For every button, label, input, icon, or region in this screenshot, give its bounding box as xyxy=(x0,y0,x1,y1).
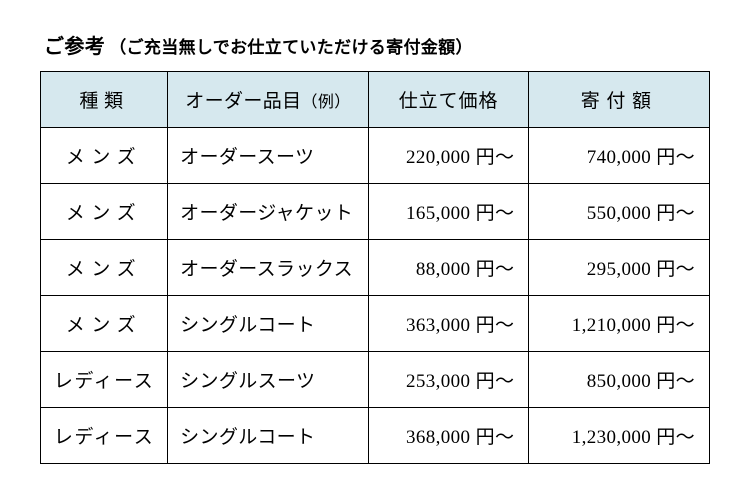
cell-category: メンズ xyxy=(41,184,168,240)
title-wrapper: ご参考 （ご充当無しでお仕立ていただける寄付金額） xyxy=(44,30,710,59)
cell-item: シングルコート xyxy=(168,296,369,352)
table-header-row: 種類 オーダー品目（例） 仕立て価格 寄付額 xyxy=(41,72,710,128)
cell-category: レディース xyxy=(41,408,168,464)
cell-item: オーダースーツ xyxy=(168,128,369,184)
title-sub: （ご充当無しでお仕立ていただける寄付金額） xyxy=(109,38,473,57)
cell-donation: 1,210,000 円～ xyxy=(529,296,710,352)
cell-category: メンズ xyxy=(41,240,168,296)
cell-price: 368,000 円～ xyxy=(368,408,529,464)
cell-donation: 850,000 円～ xyxy=(529,352,710,408)
table-row: メンズオーダージャケット165,000 円～550,000 円～ xyxy=(41,184,710,240)
cell-price: 88,000 円～ xyxy=(368,240,529,296)
table-row: メンズオーダースラックス88,000 円～295,000 円～ xyxy=(41,240,710,296)
cell-price: 253,000 円～ xyxy=(368,352,529,408)
header-item-sub: （例） xyxy=(302,94,351,111)
table-row: レディースシングルコート368,000 円～1,230,000 円～ xyxy=(41,408,710,464)
pricing-table: 種類 オーダー品目（例） 仕立て価格 寄付額 メンズオーダースーツ220,000… xyxy=(40,71,710,464)
title-main: ご参考 xyxy=(44,36,105,58)
cell-category: メンズ xyxy=(41,128,168,184)
table-row: レディースシングルスーツ253,000 円～850,000 円～ xyxy=(41,352,710,408)
header-item: オーダー品目（例） xyxy=(168,72,369,128)
cell-item: シングルスーツ xyxy=(168,352,369,408)
cell-price: 220,000 円～ xyxy=(368,128,529,184)
cell-category: レディース xyxy=(41,352,168,408)
cell-item: オーダージャケット xyxy=(168,184,369,240)
cell-item: オーダースラックス xyxy=(168,240,369,296)
header-price: 仕立て価格 xyxy=(368,72,529,128)
cell-price: 165,000 円～ xyxy=(368,184,529,240)
table-row: メンズオーダースーツ220,000 円～740,000 円～ xyxy=(41,128,710,184)
cell-category: メンズ xyxy=(41,296,168,352)
header-category: 種類 xyxy=(41,72,168,128)
header-item-main: オーダー品目 xyxy=(185,91,301,112)
cell-donation: 550,000 円～ xyxy=(529,184,710,240)
cell-donation: 1,230,000 円～ xyxy=(529,408,710,464)
cell-item: シングルコート xyxy=(168,408,369,464)
cell-donation: 740,000 円～ xyxy=(529,128,710,184)
cell-price: 363,000 円～ xyxy=(368,296,529,352)
cell-donation: 295,000 円～ xyxy=(529,240,710,296)
table-row: メンズシングルコート363,000 円～1,210,000 円～ xyxy=(41,296,710,352)
header-donation: 寄付額 xyxy=(529,72,710,128)
